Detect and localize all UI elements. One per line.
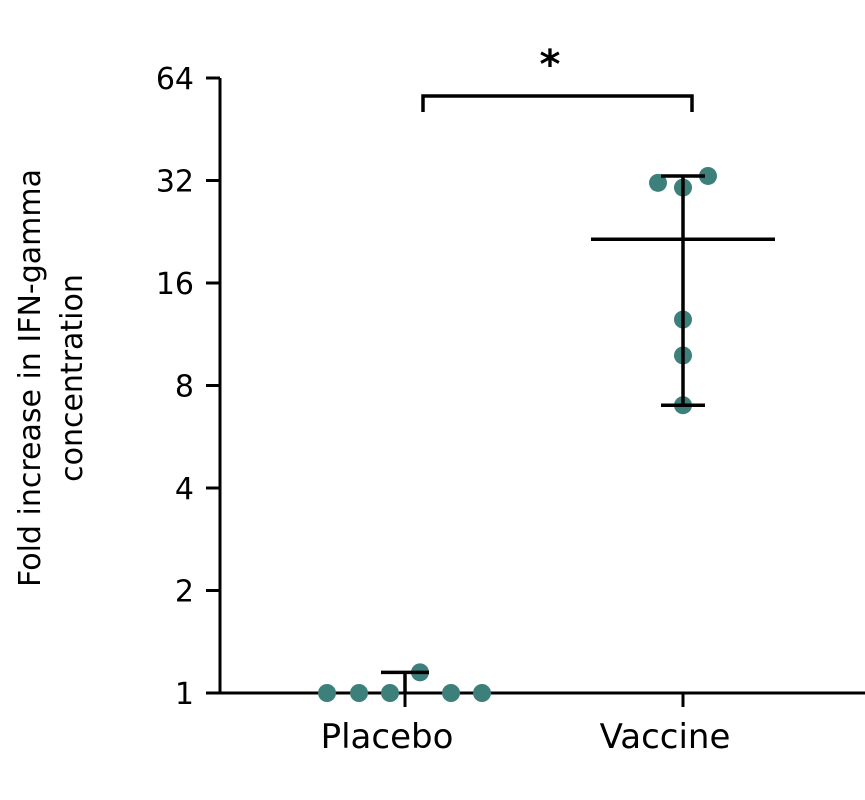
significance-bracket-line: [421, 94, 694, 112]
y-axis-title-line-2: concentration: [55, 274, 90, 482]
y-axis-title: Fold increase in IFN-gamma: [13, 169, 48, 587]
data-point: [442, 684, 460, 702]
data-point: [381, 684, 399, 702]
significance-bracket: *: [421, 42, 694, 112]
data-point: [318, 684, 336, 702]
data-point: [649, 173, 667, 192]
data-point: [350, 684, 368, 702]
error-bars: [381, 174, 775, 693]
data-point: [473, 684, 491, 702]
x-category-label: Vaccine: [600, 717, 731, 757]
y-axis-title-line-2-text: concentration: [55, 274, 90, 482]
axes: 1 2 4 8 16 32 64 Placebo Vaccine: [156, 62, 865, 757]
y-tick-label: 4: [175, 472, 194, 507]
y-tick-label: 16: [156, 267, 194, 302]
significance-label: *: [540, 42, 561, 88]
y-tick-label: 2: [175, 575, 194, 610]
y-axis-title-line-1: Fold increase in IFN-gamma: [13, 169, 48, 587]
y-tick-label: 1: [175, 677, 194, 712]
y-tick-label: 64: [156, 62, 194, 97]
y-tick-label: 8: [175, 370, 194, 405]
y-tick-label: 32: [156, 165, 194, 200]
data-points: [318, 166, 717, 702]
x-category-label: Placebo: [321, 717, 454, 757]
data-point: [699, 166, 717, 185]
